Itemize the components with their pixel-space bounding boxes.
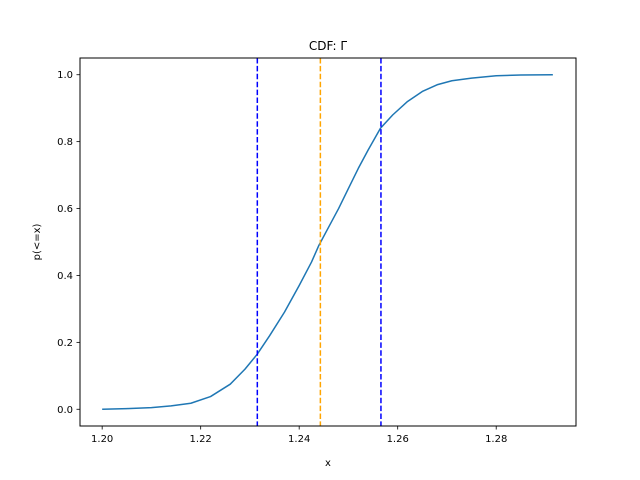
axis-ticks: 1.20 1.22 1.24 1.26 1.28 0.0 0.2 0.4 0.6 0.8 1.0 (57, 70, 507, 445)
y-tick-label: 0.4 (57, 271, 73, 282)
x-tick-label: 1.20 (91, 434, 113, 445)
y-tick-label: 0.6 (57, 204, 73, 215)
y-tick-label: 0.0 (57, 405, 73, 416)
y-axis-label: p(<=x) (32, 223, 43, 260)
x-tick-label: 1.26 (387, 434, 409, 445)
x-tick-label: 1.22 (190, 434, 212, 445)
x-tick-label: 1.24 (288, 434, 310, 445)
x-tick-label: 1.28 (485, 434, 507, 445)
y-tick-label: 1.0 (57, 70, 73, 81)
y-tick-label: 0.2 (57, 338, 73, 349)
chart-title: CDF: Γ (309, 39, 347, 53)
axes-frame (79, 57, 577, 427)
x-axis-label: x (325, 458, 331, 469)
plot-area (102, 58, 553, 426)
cdf-series-line (102, 73, 553, 411)
y-tick-label: 0.8 (57, 137, 73, 148)
